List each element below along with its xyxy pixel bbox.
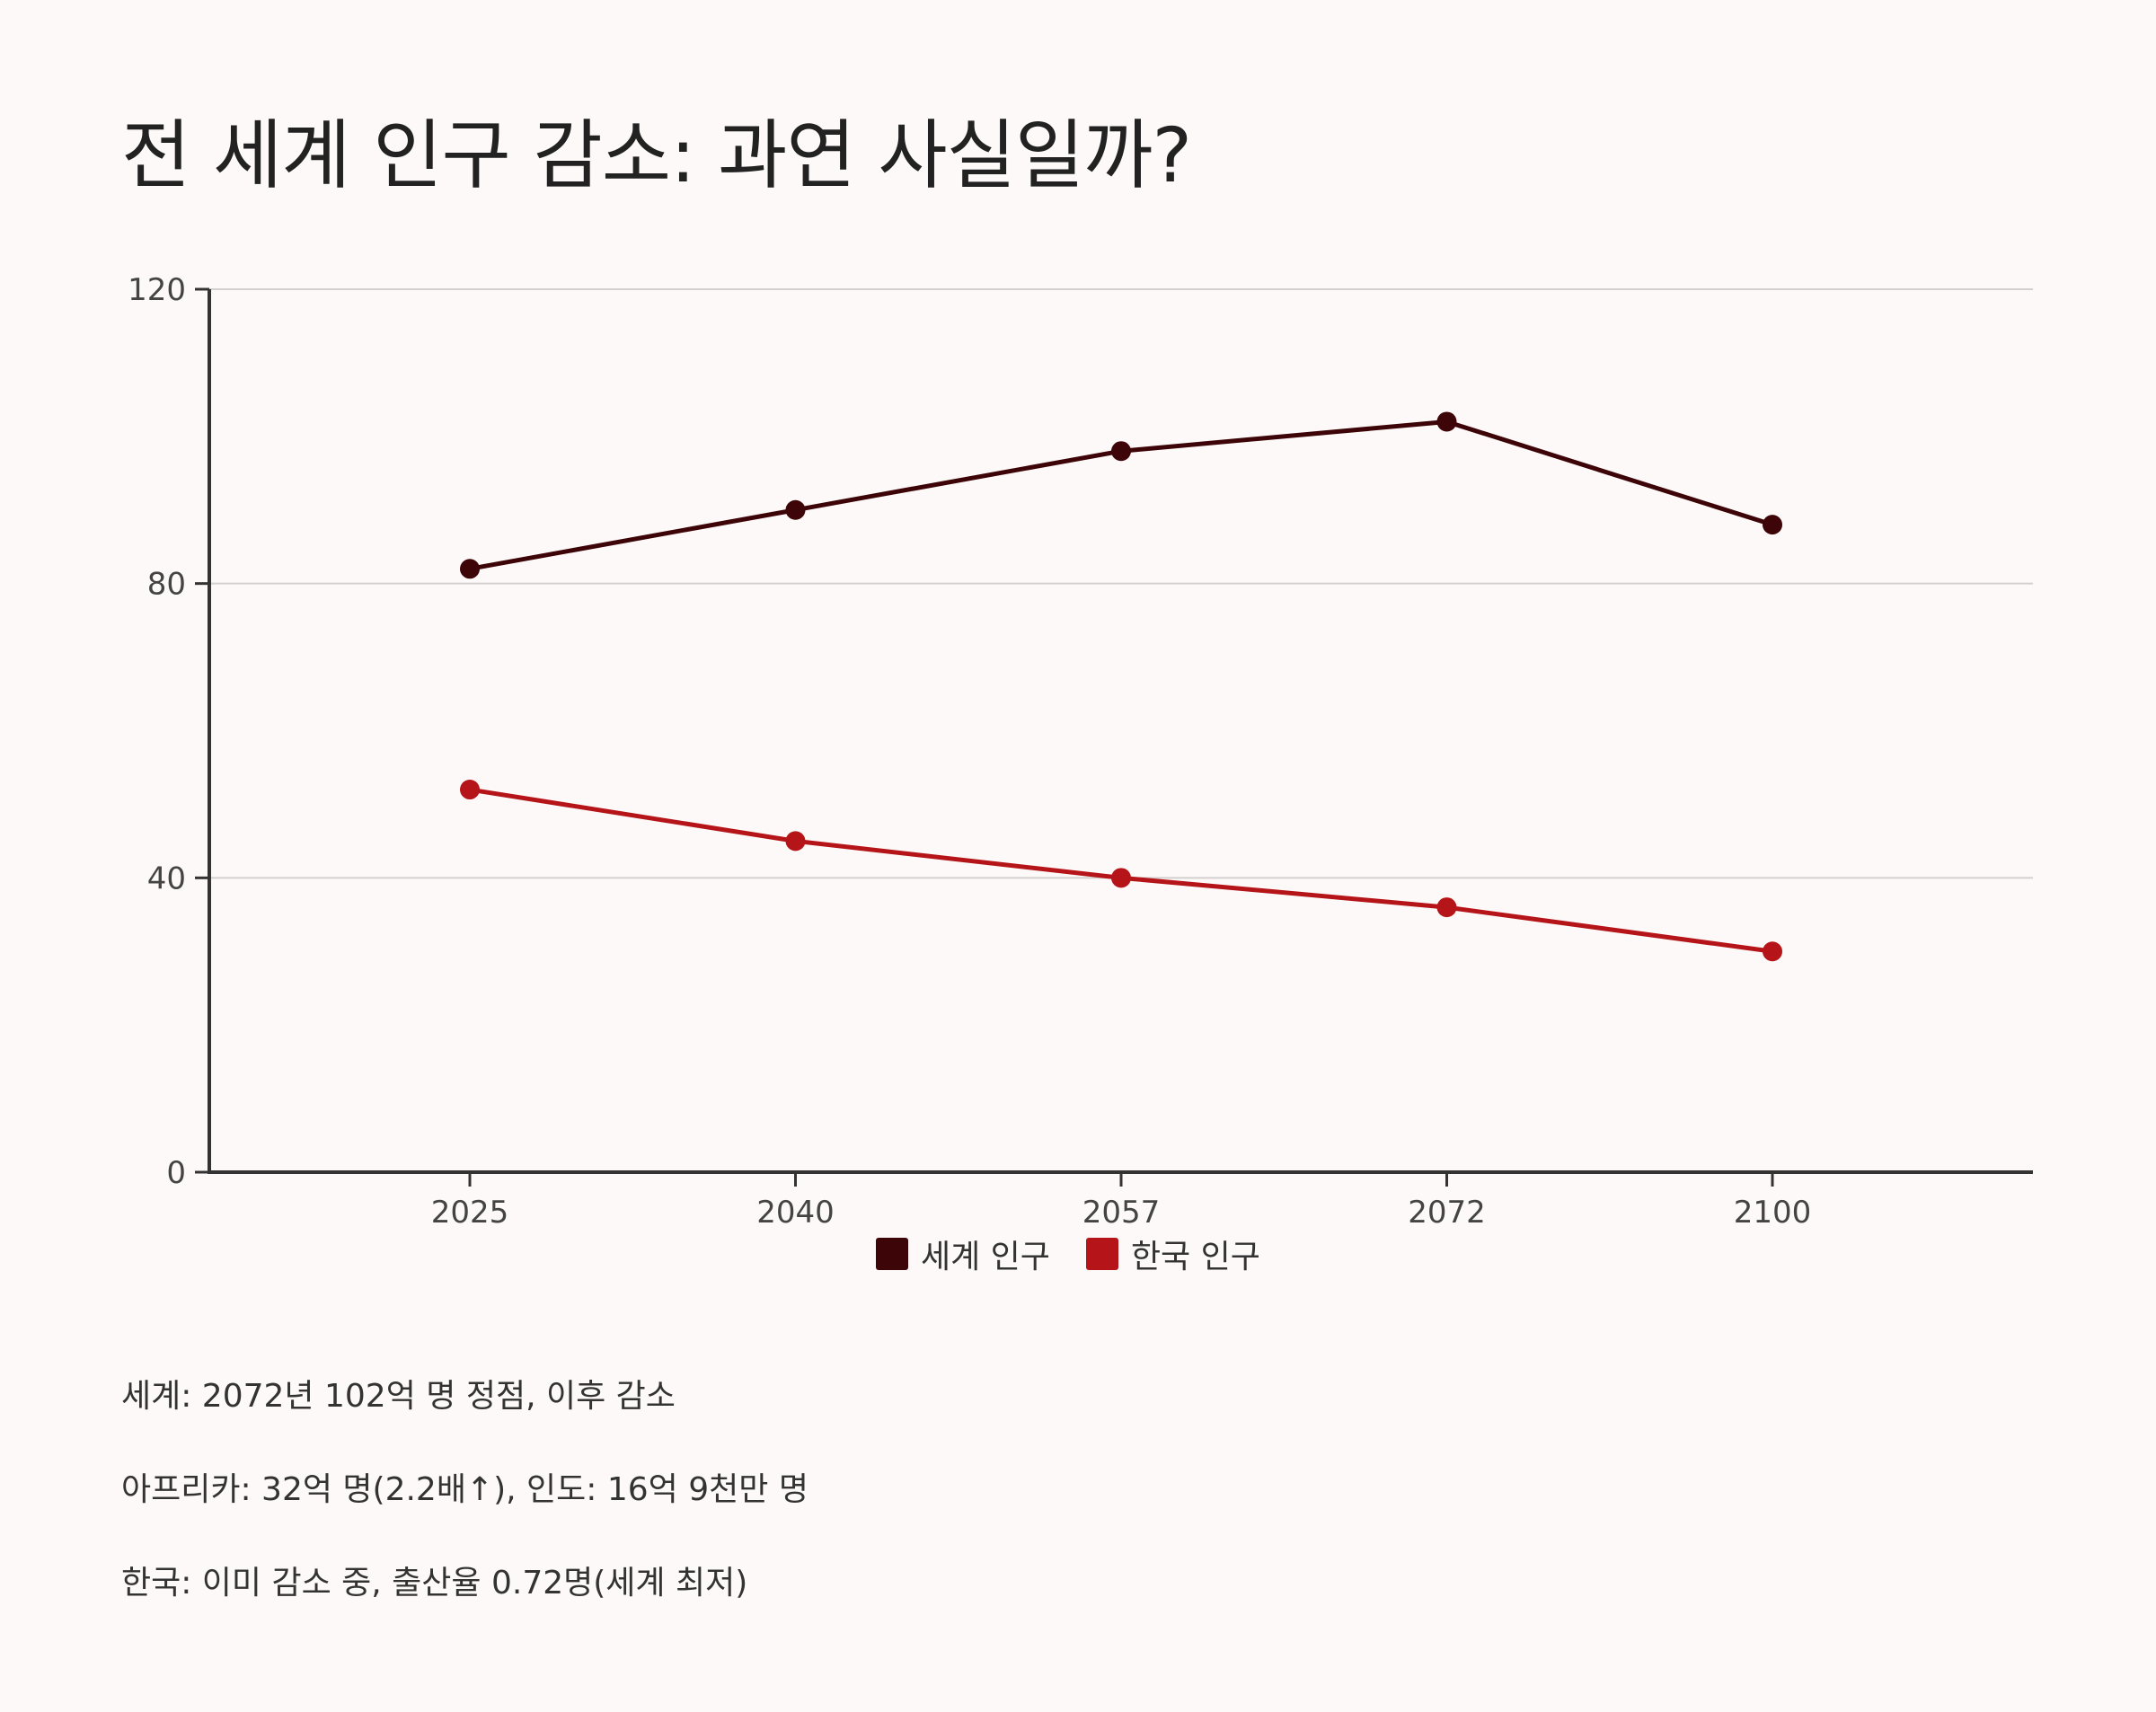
y-tick-label: 0 bbox=[166, 1155, 186, 1191]
note-korea: 한국: 이미 감소 중, 출산율 0.72명(세계 최저) bbox=[121, 1565, 748, 1602]
data-point-world-2100 bbox=[1763, 515, 1782, 535]
x-tick-label: 2100 bbox=[1734, 1195, 1812, 1231]
data-point-world-2057 bbox=[1111, 441, 1131, 462]
data-point-world-2025 bbox=[460, 559, 480, 579]
legend-swatch-world bbox=[876, 1238, 908, 1270]
legend-item-world[interactable]: 세계 인구 bbox=[876, 1231, 1050, 1277]
data-point-korea-2025 bbox=[460, 780, 480, 800]
legend-item-korea[interactable]: 한국 인구 bbox=[1085, 1231, 1260, 1277]
x-tick-label: 2072 bbox=[1408, 1195, 1486, 1231]
tick-labels: 0 40 80 120 2025 2040 2057 2072 2100 bbox=[128, 272, 1811, 1231]
data-point-korea-2040 bbox=[785, 831, 806, 852]
legend-swatch-korea bbox=[1085, 1238, 1118, 1270]
axes bbox=[195, 287, 2033, 1187]
y-tick-label: 120 bbox=[128, 272, 186, 308]
notes: 세계: 2072년 102억 명 정점, 이후 감소 아프리카: 32억 명(2… bbox=[121, 1379, 808, 1659]
note-world: 세계: 2072년 102억 명 정점, 이후 감소 bbox=[121, 1378, 676, 1415]
legend-label-world: 세계 인구 bbox=[921, 1239, 1050, 1275]
x-tick-label: 2025 bbox=[431, 1195, 509, 1231]
y-tick-label: 40 bbox=[147, 860, 186, 896]
x-tick-label: 2040 bbox=[756, 1195, 835, 1231]
data-point-world-2072 bbox=[1436, 411, 1457, 432]
data-point-korea-2057 bbox=[1111, 868, 1131, 888]
y-tick-label: 80 bbox=[147, 567, 186, 603]
chart-title: 전 세계 인구 감소: 과연 사실일까? bbox=[121, 111, 1192, 199]
data-point-world-2040 bbox=[785, 499, 806, 520]
data-point-korea-2100 bbox=[1763, 941, 1782, 962]
x-tick-label: 2057 bbox=[1082, 1195, 1161, 1231]
legend-label-korea: 한국 인구 bbox=[1130, 1239, 1260, 1275]
data-point-korea-2072 bbox=[1436, 897, 1457, 918]
legend: 세계 인구 한국 인구 bbox=[876, 1231, 1260, 1277]
note-africa-india: 아프리카: 32억 명(2.2배↑), 인도: 16억 9천만 명 bbox=[121, 1471, 808, 1508]
series-lines bbox=[460, 411, 1782, 962]
